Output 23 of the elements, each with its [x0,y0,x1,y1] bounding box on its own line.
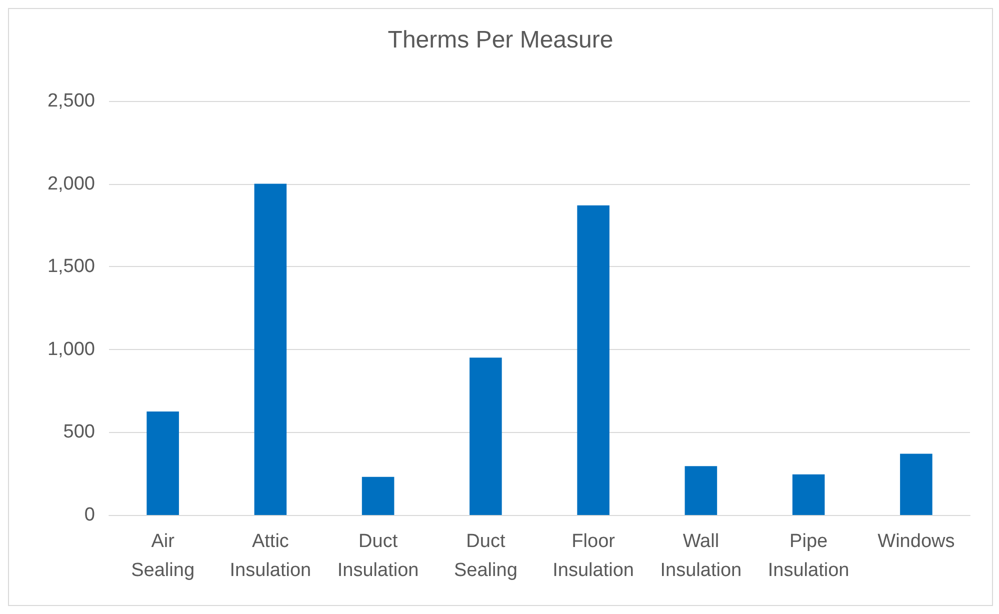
y-tick-label: 2,000 [47,173,95,194]
x-tick-label: Duct Sealing [454,531,518,581]
bar [900,454,932,515]
x-tick-label: Pipe Insulation [768,531,850,581]
y-tick-label: 500 [63,422,95,443]
x-tick-label: Attic Insulation [230,531,312,581]
y-tick-label: 2,500 [47,90,95,112]
y-tick-label: 0 [84,504,95,526]
bar [470,358,502,515]
x-tick-label: Windows [878,531,955,552]
bar [146,412,179,515]
x-tick-label: Wall Insulation [660,531,742,581]
bar [254,184,287,515]
x-tick-label: Duct Insulation [337,531,419,581]
bar [577,205,610,515]
bar [792,474,825,515]
x-tick-label: Floor Insulation [552,531,634,581]
x-tick-label: Air Sealing [131,531,195,581]
y-tick-label: 1,000 [47,338,95,360]
bar [684,466,718,515]
bar [362,476,394,515]
y-tick-label: 1,500 [47,256,95,278]
chart-title: Therms Per Measure [388,26,614,54]
